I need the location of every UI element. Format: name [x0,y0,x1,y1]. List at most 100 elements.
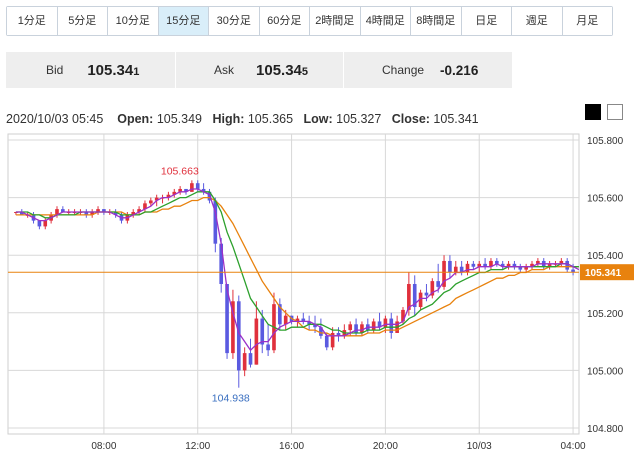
candle-down [512,263,517,267]
candle-down [201,188,206,192]
tab-1m[interactable]: 1分足 [7,7,58,35]
y-tick-label: 105.800 [587,136,624,147]
candle-up [137,209,141,212]
candle-down [471,263,476,267]
candle-up [43,220,48,227]
x-tick-label: 20:00 [373,441,398,452]
tab-month[interactable]: 月足 [562,7,612,35]
candle-up [559,260,564,264]
candle-down [377,321,382,328]
tab-8h[interactable]: 8時間足 [411,7,462,35]
high-label: High: [212,112,245,126]
ohlc-datetime: 2020/10/03 05:45 [6,112,104,126]
candle-up [465,263,470,273]
candle-down [424,292,429,296]
candle-up [254,318,259,365]
low-label: Low: [303,112,333,126]
plot-area [7,133,580,435]
ask-tail: 5 [301,65,309,78]
candle-up [383,318,388,328]
candle-up [524,266,528,270]
candle-up [148,200,153,204]
candle-up [172,191,177,195]
candle-down [483,263,487,267]
candle-down [219,243,224,284]
candle-down [61,209,65,212]
candle-up [547,263,552,267]
tab-60m[interactable]: 60分足 [259,7,310,35]
x-tick-label: 08:00 [91,441,116,452]
candle-down [266,344,270,351]
open-label: Open: [117,112,154,126]
candle-down [518,266,523,270]
candle-up [360,324,364,333]
tab-4h[interactable]: 4時間足 [360,7,411,35]
candle-down [248,353,253,365]
candle-down [448,260,452,273]
candle-up [418,292,423,308]
candle-up [295,318,300,322]
candle-down [236,301,241,371]
close-label: Close: [391,112,430,126]
candle-up [371,321,376,331]
candle-up [330,332,335,348]
tab-5m[interactable]: 5分足 [57,7,108,35]
x-tick-label: 10/03 [467,441,492,452]
candle-down [500,263,505,267]
y-tick-label: 104.800 [587,424,624,435]
candle-down [313,324,317,328]
bid-main: 105.34 [87,61,134,79]
tab-week[interactable]: 週足 [512,7,563,35]
y-tick-label: 105.400 [587,251,624,262]
candle-down [19,212,24,215]
candle-down [565,260,570,270]
tab-2h[interactable]: 2時間足 [310,7,361,35]
tab-day[interactable]: 日足 [461,7,512,35]
ask-value: 105.345 [256,62,308,79]
chart-svg: 105.800 105.600 105.400 105.200 105.000 104.8… [7,133,634,452]
timeframe-tabs: 1分足 5分足 10分足 15分足 30分足 60分足 2時間足 4時間足 8時… [6,6,613,36]
candle-up [530,263,534,267]
bid-cell: Bid 105.341 [6,52,176,88]
candle-up [283,315,288,325]
high-annotation: 105.663 [161,165,199,177]
candle-down [113,212,118,215]
candle-down [84,212,89,215]
price-chart[interactable]: 105.800 105.600 105.400 105.200 105.000 104.8… [6,132,640,455]
bid-label: Bid [46,63,64,77]
tab-30m[interactable]: 30分足 [209,7,260,35]
candle-down [307,321,311,325]
candle-up [506,263,511,267]
light-theme-swatch[interactable] [607,104,623,120]
candle-down [324,335,329,348]
ohlc-readout: 2020/10/03 05:45 Open: 105.349 High: 105… [6,112,479,126]
y-tick-label: 105.200 [587,309,624,320]
bid-tail: 1 [133,65,140,78]
candle-up [55,209,59,215]
candle-up [348,324,353,331]
candle-up [407,284,411,310]
candle-up [231,301,235,354]
dark-theme-swatch[interactable] [585,104,601,120]
candle-up [96,209,100,212]
candle-down [278,304,282,325]
y-tick-label: 105.000 [587,366,624,377]
change-label: Change [382,63,425,77]
quote-bar: Bid 105.341 Ask 105.345 Change -0.216 [6,52,512,88]
candle-up [154,197,159,201]
tab-15m[interactable]: 15分足 [158,7,209,35]
ask-cell: Ask 105.345 [176,52,344,88]
candle-up [143,203,147,210]
open-value: 105.349 [156,112,203,126]
candle-up [442,260,446,287]
bid-value: 105.341 [87,62,139,79]
candle-up [131,212,136,215]
candle-up [489,260,493,267]
candle-down [184,188,188,192]
ma-short-line [15,188,580,352]
candle-up [242,353,247,371]
candle-down [436,281,441,287]
candle-down [195,183,200,189]
tab-10m[interactable]: 10分足 [108,7,159,35]
high-value: 105.365 [247,112,294,126]
